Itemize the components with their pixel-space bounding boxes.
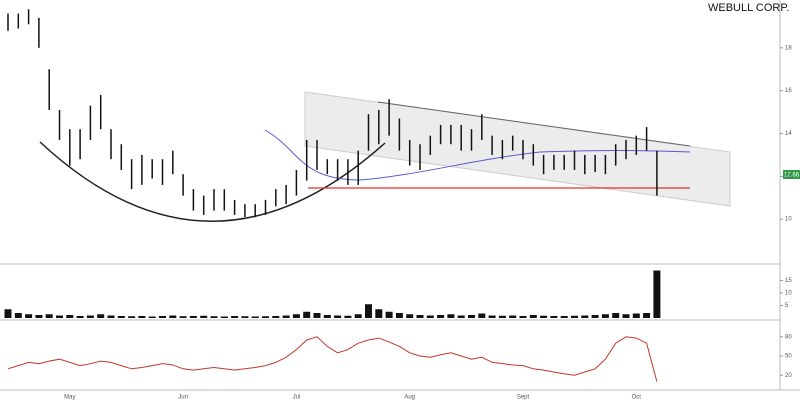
volume-bar <box>86 315 94 318</box>
volume-bar <box>498 315 506 318</box>
volume-bar <box>107 315 115 318</box>
volume-bar <box>560 316 568 318</box>
volume-bar <box>632 313 640 318</box>
volume-bar <box>179 316 187 318</box>
indicator-line <box>7 336 658 382</box>
y-tick-label: 5 <box>785 303 789 309</box>
volume-bar <box>447 314 455 318</box>
volume-bar <box>488 315 496 318</box>
volume-bar <box>468 315 475 318</box>
volume-bar <box>169 315 177 318</box>
volume-bar <box>200 315 208 318</box>
volume-bar <box>323 315 331 318</box>
volume-bar <box>220 316 228 318</box>
volume-bar <box>406 314 414 318</box>
y-tick-label: 16 <box>785 88 792 94</box>
y-tick-label: 10 <box>785 291 792 297</box>
volume-bar <box>344 315 352 318</box>
volume-bar <box>189 316 197 318</box>
volume-bar <box>643 313 651 318</box>
volume-bar <box>540 315 548 318</box>
volume-bar <box>138 316 146 318</box>
y-tick-label: 80 <box>785 334 792 340</box>
volume-bar <box>375 309 383 318</box>
chart-title: WEBULL CORP. <box>708 2 789 14</box>
y-tick-label: 15 <box>785 278 792 284</box>
y-tick-label: 14 <box>785 131 792 137</box>
volume-bar <box>45 314 53 318</box>
volume-bar <box>365 304 372 318</box>
volume-bar <box>529 315 537 318</box>
x-tick-label: Jul <box>293 395 301 401</box>
volume-bar <box>313 313 321 318</box>
volume-bar <box>66 315 74 318</box>
volume-bar <box>509 315 517 318</box>
volume-bar <box>437 315 445 318</box>
volume-bar <box>25 314 33 318</box>
x-tick-label: May <box>64 395 75 401</box>
volume-bar <box>76 316 84 318</box>
volume-bar <box>35 315 43 318</box>
volume-bar <box>334 315 342 318</box>
trend-line <box>377 101 691 147</box>
volume-bar <box>385 311 393 318</box>
volume-bar <box>117 316 125 318</box>
volume-bar <box>262 316 269 318</box>
y-tick-label: 20 <box>785 373 792 379</box>
volume-bar <box>653 270 661 318</box>
volume-bar <box>56 315 63 318</box>
volume-bar <box>251 316 259 318</box>
volume-bar <box>622 314 630 318</box>
y-tick-label: 12 <box>785 174 792 180</box>
volume-bar <box>241 316 249 318</box>
volume-bar <box>148 316 156 318</box>
x-tick-label: Jun <box>178 395 188 401</box>
volume-bar <box>159 316 166 318</box>
volume-bar <box>14 313 22 318</box>
volume-bar <box>591 315 599 318</box>
volume-bar <box>612 313 620 318</box>
volume-bar <box>478 313 486 318</box>
volume-bar <box>354 314 362 318</box>
volume-bar <box>550 316 558 318</box>
price-tag <box>783 170 800 179</box>
volume-bar <box>231 316 239 318</box>
last-price: 12.66 <box>784 173 800 179</box>
volume-bar <box>571 315 578 318</box>
volume-bar <box>581 315 589 318</box>
x-tick-label: Aug <box>404 395 415 401</box>
volume-bar <box>303 311 311 318</box>
x-tick-label: Oct <box>632 395 642 401</box>
volume-bar <box>457 315 465 318</box>
y-tick-label: 50 <box>785 354 792 360</box>
volume-bar <box>97 314 105 318</box>
volume-bar <box>4 309 12 318</box>
volume-bar <box>519 316 527 318</box>
volume-bar <box>395 313 403 318</box>
volume-bar <box>272 316 280 318</box>
x-tick-label: Sept <box>517 395 530 401</box>
volume-bar <box>416 315 424 318</box>
y-tick-label: 18 <box>785 45 792 51</box>
volume-bar <box>426 315 434 318</box>
volume-bar <box>601 314 609 318</box>
volume-bar <box>128 316 136 318</box>
volume-bar <box>292 314 300 318</box>
y-tick-label: 10 <box>785 217 792 223</box>
volume-bar <box>210 316 218 318</box>
volume-bar <box>282 315 290 318</box>
